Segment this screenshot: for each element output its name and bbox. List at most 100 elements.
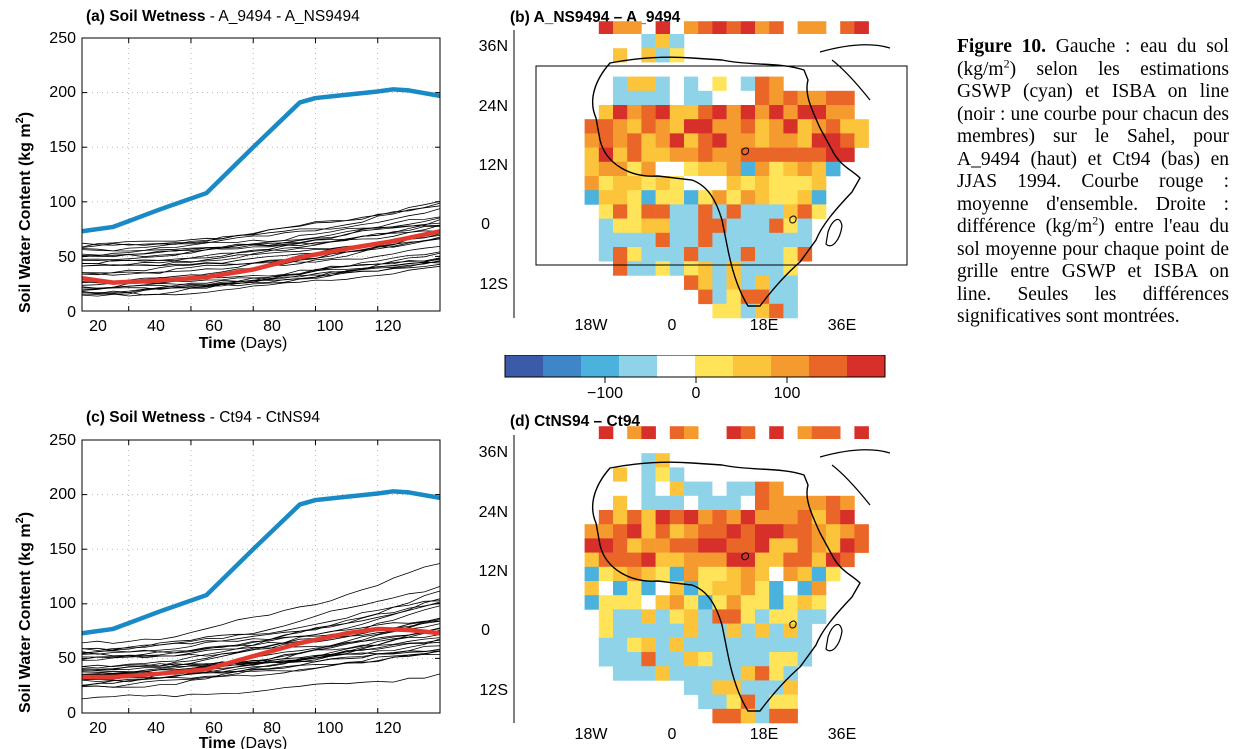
map-cell	[769, 595, 784, 610]
member-line	[81, 637, 441, 672]
map-cell	[627, 652, 642, 667]
map-cell	[712, 694, 727, 710]
map-cell	[811, 147, 827, 163]
lat-tick-label: 12S	[480, 682, 508, 699]
map-cell	[755, 680, 770, 695]
map-cell	[655, 147, 671, 163]
map-cell	[726, 161, 742, 177]
map-cell	[627, 524, 642, 539]
map-cell	[655, 105, 671, 120]
map-cell	[613, 133, 628, 148]
map-cell	[669, 609, 685, 624]
map-cell	[669, 637, 685, 653]
map-cell	[797, 426, 813, 439]
member-line	[81, 641, 441, 673]
colorbar-tick-label: 0	[692, 385, 701, 402]
map-cell	[641, 652, 656, 667]
map-cell	[641, 161, 656, 177]
map-cell	[740, 552, 756, 568]
map-cell	[840, 524, 855, 539]
map-cell	[698, 247, 713, 262]
gswp-line	[81, 87, 441, 234]
map-cell	[655, 90, 671, 106]
map-cell	[655, 495, 671, 511]
panel-a-plot-area	[81, 37, 441, 312]
panel-c-title-rest: - Ct94 - CtNS94	[205, 409, 320, 426]
map-cell	[726, 90, 742, 106]
map-cell	[755, 552, 770, 568]
map-cell	[641, 261, 656, 276]
map-cell	[854, 21, 869, 34]
map-cell	[740, 595, 756, 610]
map-cell	[783, 552, 798, 568]
map-cell	[627, 623, 642, 639]
map-cell	[769, 161, 784, 177]
colorbar-swatch	[733, 355, 772, 377]
map-cell	[740, 566, 756, 582]
map-cell	[712, 147, 727, 163]
map-cell	[726, 232, 742, 248]
map-cell	[698, 176, 713, 191]
map-cell	[669, 204, 685, 219]
map-cell	[684, 261, 699, 276]
coastline	[819, 44, 891, 53]
map-cell	[769, 623, 784, 639]
caption-text-2: ) selon les estimations GSWP (cyan) et I…	[957, 58, 1229, 238]
map-cell	[669, 147, 685, 163]
map-cell	[655, 48, 671, 63]
map-cell	[655, 581, 671, 596]
map-cell	[684, 275, 699, 290]
map-cell	[613, 538, 628, 553]
map-cell	[797, 595, 813, 610]
map-cell	[740, 21, 756, 34]
map-cell	[669, 34, 685, 49]
map-cell	[698, 552, 713, 568]
map-cell	[854, 119, 869, 134]
map-cell	[641, 218, 656, 234]
map-cell	[698, 105, 713, 120]
colorbar-swatch	[657, 355, 696, 377]
map-cell	[840, 90, 855, 106]
map-cell	[627, 637, 642, 653]
map-cell	[840, 133, 855, 148]
map-cell	[684, 637, 699, 653]
svg-text:Time (Days): Time (Days)	[199, 735, 288, 749]
map-cell	[712, 481, 727, 497]
map-cell	[698, 652, 713, 667]
map-cell	[669, 76, 685, 92]
map-cell	[669, 566, 685, 582]
map-cell	[641, 510, 656, 525]
map-cell	[797, 495, 813, 511]
map-cell	[655, 595, 671, 610]
map-cell	[740, 190, 756, 205]
map-cell	[669, 261, 685, 276]
map-cell	[641, 232, 656, 248]
map-cell	[755, 119, 770, 134]
map-cell	[783, 637, 798, 653]
map-cell	[740, 666, 756, 681]
map-cell	[811, 495, 827, 511]
map-cell	[755, 190, 770, 205]
lake-outline	[789, 620, 797, 629]
lat-tick-label: 36N	[479, 38, 508, 55]
map-cell	[613, 510, 628, 525]
map-cell	[797, 190, 813, 205]
map-cell	[783, 609, 798, 624]
map-cell	[769, 303, 784, 319]
map-cell	[598, 566, 614, 582]
map-cell	[783, 176, 798, 191]
ytick-label: 0	[67, 705, 76, 722]
member-line	[81, 230, 441, 258]
map-cell	[627, 467, 642, 482]
map-cell	[684, 524, 699, 539]
map-cell	[740, 680, 756, 695]
map-cell	[655, 161, 671, 177]
map-cell	[797, 133, 813, 148]
map-cell	[669, 666, 685, 681]
map-cell	[613, 666, 628, 681]
map-cell	[684, 90, 699, 106]
member-line	[81, 673, 441, 700]
map-cell	[726, 694, 742, 710]
map-cell	[755, 495, 770, 511]
member-line	[81, 216, 441, 261]
